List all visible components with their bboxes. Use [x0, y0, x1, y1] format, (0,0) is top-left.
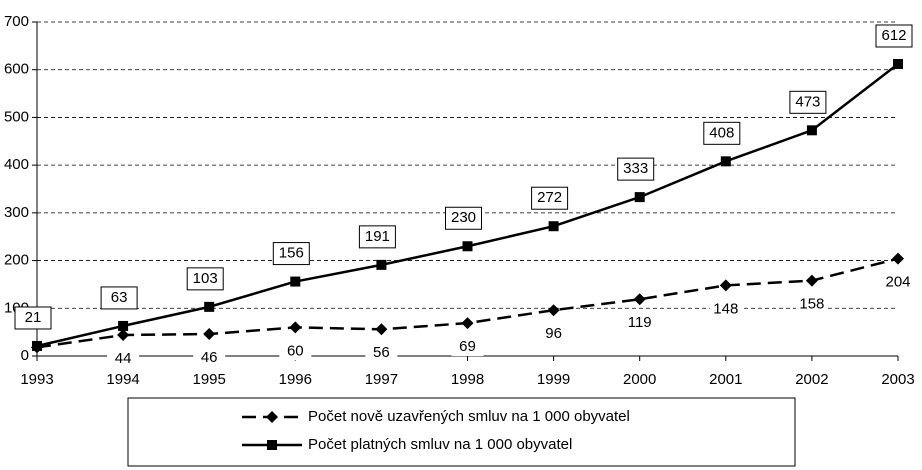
data-label: 46	[201, 349, 218, 366]
y-tick-label: 200	[4, 252, 29, 269]
marker	[32, 340, 42, 351]
data-label: 103	[193, 270, 218, 287]
marker	[461, 317, 474, 330]
marker	[720, 156, 731, 167]
label-bg	[365, 344, 398, 363]
data-label: 408	[709, 124, 734, 141]
label-bg	[279, 342, 312, 361]
data-label: 148	[713, 300, 738, 317]
label-box	[358, 225, 396, 249]
marker	[375, 323, 388, 336]
y-tick-label: 700	[4, 13, 29, 30]
data-label: 191	[365, 228, 390, 245]
label-box	[789, 90, 827, 114]
marker	[290, 276, 301, 287]
data-label: 119	[628, 314, 652, 331]
marker	[633, 293, 646, 306]
data-label: 96	[545, 325, 562, 342]
y-tick-label: 300	[4, 204, 29, 221]
marker	[266, 411, 278, 423]
label-bg	[537, 325, 570, 344]
label-bg	[193, 349, 226, 368]
label-bg	[451, 338, 484, 357]
label-bg	[709, 300, 742, 319]
y-tick-label: 600	[4, 61, 29, 78]
marker	[118, 320, 129, 331]
x-tick-label: 2000	[623, 371, 656, 388]
marker	[892, 252, 904, 265]
series-line	[36, 257, 899, 349]
legend-label: Počet nově uzavřených smluv na 1 000 oby…	[308, 408, 630, 425]
data-label: 204	[885, 274, 910, 291]
x-tick-label: 1999	[537, 371, 570, 388]
marker	[547, 304, 560, 317]
data-label: 69	[459, 338, 476, 355]
label-box	[703, 121, 741, 145]
data-label: 56	[373, 344, 390, 361]
marker	[893, 58, 903, 69]
legend-box	[127, 397, 796, 467]
label-box	[617, 157, 655, 181]
data-label: 156	[279, 245, 304, 262]
label-box	[272, 242, 310, 266]
marker	[462, 241, 473, 252]
marker	[204, 301, 215, 312]
y-tick-label: 400	[4, 156, 29, 173]
x-tick-label: 2003	[881, 371, 914, 388]
label-box	[100, 286, 138, 310]
marker	[634, 192, 645, 203]
label-box	[186, 267, 224, 291]
data-label: 44	[115, 350, 132, 367]
x-tick-label: 2001	[709, 371, 742, 388]
x-tick-label: 1994	[106, 371, 139, 388]
marker	[289, 321, 302, 334]
label-bg	[882, 273, 914, 292]
y-tick-label: 500	[4, 108, 29, 125]
x-tick-label: 2002	[795, 371, 828, 388]
data-label: 333	[623, 160, 648, 177]
x-tick-label: 1993	[20, 371, 53, 388]
marker	[267, 440, 277, 450]
label-bg	[795, 295, 828, 314]
x-tick-label: 1998	[451, 371, 484, 388]
marker	[376, 259, 387, 270]
label-box	[14, 306, 52, 330]
series-line	[36, 62, 899, 348]
marker	[117, 329, 130, 342]
x-tick-label: 1995	[193, 371, 226, 388]
data-label: 473	[795, 93, 820, 110]
data-label: 230	[451, 209, 476, 226]
marker	[806, 125, 817, 136]
legend-label: Počet platných smluv na 1 000 obyvatel	[308, 436, 572, 453]
y-tick-label: 0	[21, 347, 29, 364]
label-bg	[107, 350, 140, 369]
marker	[719, 279, 732, 292]
x-tick-label: 1996	[279, 371, 312, 388]
data-label: 21	[25, 309, 42, 326]
data-label: 158	[799, 296, 824, 313]
marker	[548, 221, 559, 232]
data-label: 63	[111, 289, 128, 306]
label-box	[875, 24, 913, 48]
x-tick-label: 1997	[365, 371, 398, 388]
marker	[805, 274, 818, 287]
data-label: 612	[881, 27, 906, 44]
data-label: 60	[287, 342, 304, 359]
label-box	[445, 206, 482, 230]
data-label: 272	[537, 189, 562, 206]
label-box	[531, 186, 569, 210]
marker	[203, 328, 216, 341]
label-bg	[623, 314, 656, 333]
